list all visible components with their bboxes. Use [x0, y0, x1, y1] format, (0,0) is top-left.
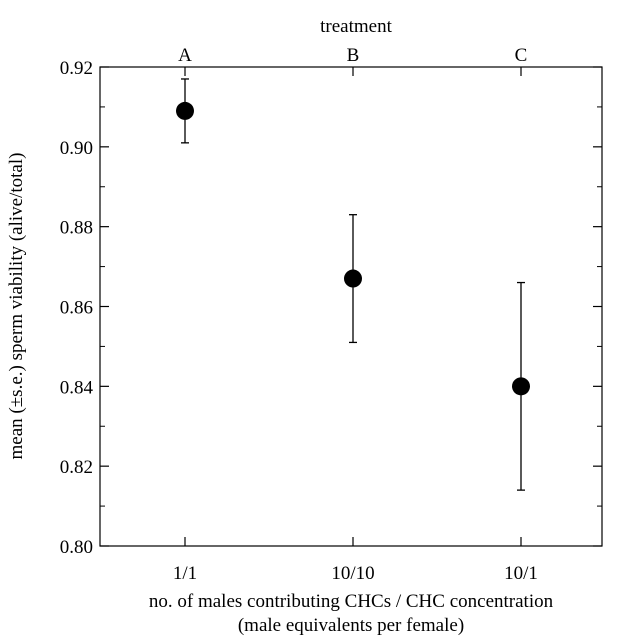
top-tick-label: B	[347, 45, 360, 66]
y-tick-label: 0.90	[60, 138, 93, 159]
data-point	[176, 101, 194, 120]
data-points	[176, 78, 530, 491]
top-labels: A B C	[178, 45, 527, 66]
y-axis-title: mean (±s.e.) sperm viability (alive/tota…	[6, 153, 27, 460]
x-tick-label: 10/10	[331, 563, 374, 584]
top-tick-label: C	[515, 45, 528, 66]
y-tick-label: 0.86	[60, 298, 93, 319]
x-axis-title-line1: no. of males contributing CHCs / CHC con…	[149, 591, 554, 612]
data-point	[344, 269, 362, 288]
x-axis-title-line2: (male equivalents per female)	[238, 615, 464, 636]
y-tick-label: 0.80	[60, 537, 93, 558]
x-axis: 1/1 10/10 10/1	[173, 67, 538, 584]
y-tick-label: 0.82	[60, 457, 93, 478]
x-tick-label: 1/1	[173, 563, 197, 584]
top-tick-label: A	[178, 45, 192, 66]
y-tick-label: 0.84	[60, 377, 94, 398]
y-tick-label: 0.92	[60, 58, 93, 79]
x-tick-label: 10/1	[504, 563, 538, 584]
y-tick-label: 0.88	[60, 218, 93, 239]
data-point	[512, 377, 530, 396]
y-axis: 0.80 0.82 0.84 0.86 0.88 0.90 0.92	[60, 58, 602, 558]
top-axis-title: treatment	[320, 16, 392, 37]
plot-frame	[99, 66, 603, 547]
